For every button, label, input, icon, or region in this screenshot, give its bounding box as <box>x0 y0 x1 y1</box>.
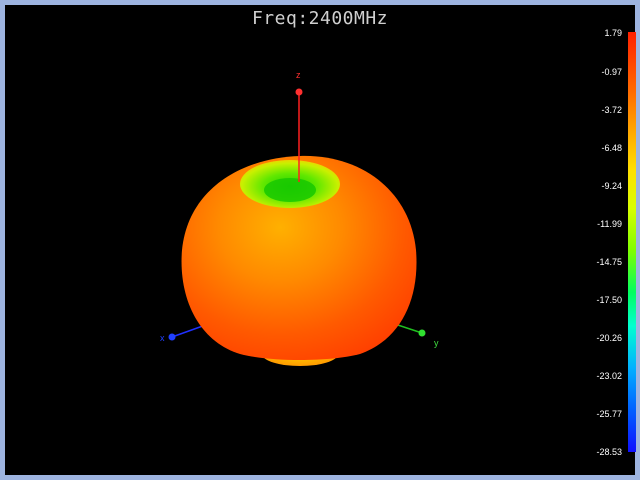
z-axis-marker <box>295 88 303 96</box>
colorbar-tick-label: -25.77 <box>596 409 622 419</box>
frequency-title: Freq:2400MHz <box>251 8 389 29</box>
y-axis-marker <box>418 329 426 337</box>
colorbar-tick-label: -9.24 <box>601 181 622 191</box>
colorbar-tick-label: -3.72 <box>601 105 622 115</box>
colorbar-gradient <box>628 32 636 452</box>
x-axis-label: x <box>160 333 165 343</box>
pattern-body <box>181 155 417 360</box>
colorbar-tick-label: -14.75 <box>596 257 622 267</box>
z-axis-label: z <box>296 70 301 80</box>
colorbar-tick-label: -20.26 <box>596 333 622 343</box>
colorbar-tick-label: -6.48 <box>601 143 622 153</box>
x-axis-marker <box>168 333 176 341</box>
colorbar-tick-label: -28.53 <box>596 447 622 457</box>
pattern-top-null-core <box>264 178 316 202</box>
colorbar-tick-label: -23.02 <box>596 371 622 381</box>
colorbar-tick-label: 1.79 <box>604 28 622 38</box>
colorbar-tick-label: -17.50 <box>596 295 622 305</box>
colorbar-tick-label: -0.97 <box>601 67 622 77</box>
colorbar-tick-label: -11.99 <box>597 219 622 229</box>
y-axis-label: y <box>434 338 439 348</box>
